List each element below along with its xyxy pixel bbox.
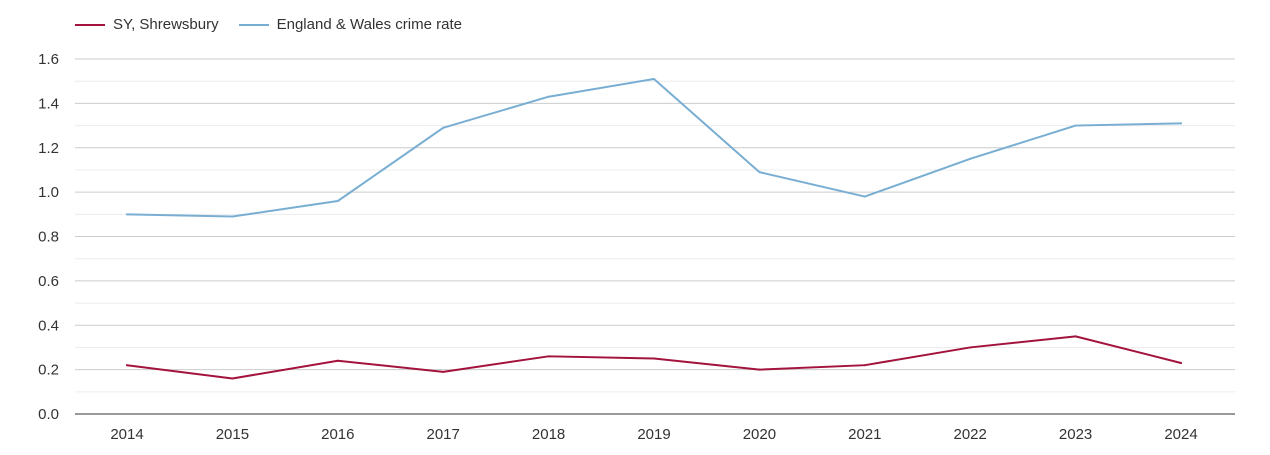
legend-swatch-england-wales xyxy=(238,23,269,26)
data-point-series-0 xyxy=(758,368,761,371)
x-tick-label: 2023 xyxy=(1059,426,1092,443)
x-tick-label: 2024 xyxy=(1164,426,1197,443)
data-point-series-0 xyxy=(1074,335,1077,338)
y-tick-label: 0.2 xyxy=(38,362,59,379)
x-tick-label: 2016 xyxy=(321,426,354,443)
legend-label-england-wales: England & Wales crime rate xyxy=(276,16,462,33)
data-point-series-1 xyxy=(863,195,866,198)
x-tick-label: 2014 xyxy=(110,426,143,443)
series-line-0 xyxy=(126,335,1182,380)
data-point-series-0 xyxy=(126,364,128,367)
legend-label-shrewsbury: SY, Shrewsbury xyxy=(113,16,219,33)
data-point-series-0 xyxy=(231,377,234,380)
data-point-series-0 xyxy=(653,357,655,360)
data-point-series-0 xyxy=(969,346,972,349)
y-tick-label: 1.4 xyxy=(38,95,59,112)
y-tick-label: 0.8 xyxy=(38,229,59,246)
y-tick-label: 0.4 xyxy=(38,317,59,334)
data-point-series-1 xyxy=(653,77,655,80)
x-tick-label: 2019 xyxy=(637,426,670,443)
data-point-series-1 xyxy=(231,215,234,218)
legend: SY, Shrewsbury England & Wales crime rat… xyxy=(75,16,482,33)
data-point-series-0 xyxy=(336,359,339,362)
x-tick-label: 2021 xyxy=(848,426,881,443)
data-point-series-1 xyxy=(336,200,339,202)
x-tick-label: 2015 xyxy=(216,426,249,443)
data-point-series-1 xyxy=(1180,122,1182,125)
legend-swatch-shrewsbury xyxy=(75,23,105,26)
legend-item-shrewsbury[interactable]: SY, Shrewsbury xyxy=(75,16,219,33)
data-point-series-0 xyxy=(547,355,550,358)
data-point-series-0 xyxy=(442,370,445,373)
x-tick-label: 2020 xyxy=(743,426,776,443)
data-point-series-1 xyxy=(547,95,550,98)
data-point-series-1 xyxy=(969,157,972,160)
y-tick-label: 1.0 xyxy=(38,184,59,201)
x-tick-label: 2017 xyxy=(427,426,460,443)
y-tick-label: 0.0 xyxy=(38,406,59,423)
data-point-series-1 xyxy=(442,126,445,129)
data-point-series-1 xyxy=(126,213,128,216)
x-tick-label: 2018 xyxy=(532,426,565,443)
y-tick-label: 1.2 xyxy=(38,140,59,157)
data-point-series-1 xyxy=(758,171,761,174)
legend-item-england-wales[interactable]: England & Wales crime rate xyxy=(238,16,462,33)
data-point-series-0 xyxy=(863,364,866,367)
y-tick-label: 0.6 xyxy=(38,273,59,290)
x-tick-label: 2022 xyxy=(954,426,987,443)
data-point-series-0 xyxy=(1180,361,1182,364)
y-tick-label: 1.6 xyxy=(38,51,59,68)
data-point-series-1 xyxy=(1074,124,1077,127)
